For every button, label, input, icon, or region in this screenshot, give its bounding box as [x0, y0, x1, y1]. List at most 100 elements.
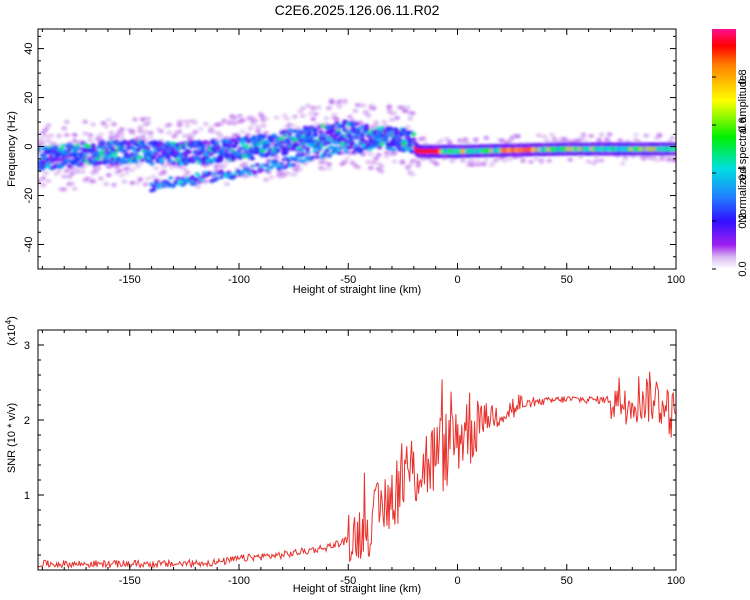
spectrogram-cell — [149, 161, 155, 166]
spectrogram-cell — [199, 178, 205, 182]
spectrogram-cell — [643, 133, 650, 138]
spectrogram-cell — [242, 161, 249, 167]
spectrogram-cell — [189, 134, 196, 139]
spectrogram-cell — [202, 121, 209, 127]
spectrogram-cell — [84, 144, 90, 149]
spectrogram-cell — [341, 159, 348, 165]
spectrogram-cell — [129, 152, 135, 157]
spectrogram-cell — [121, 179, 128, 184]
spectrogram-cell — [297, 167, 304, 172]
y-tick-label: 0 — [23, 143, 35, 149]
spectrogram-cell — [228, 154, 234, 159]
spectrogram-cell — [305, 150, 311, 155]
spectrogram-cell — [48, 133, 55, 138]
spectrogram-cell — [218, 169, 224, 173]
spectrogram-cell — [283, 165, 289, 169]
snr-ticks: -150 -100 -50 0 50 100 1 2 3 — [24, 330, 685, 587]
spectrogram-cell — [331, 112, 338, 117]
spectrogram-cell — [71, 138, 78, 143]
y-tick-label: 2 — [24, 415, 30, 427]
spectrogram-cell — [88, 159, 94, 164]
spectrogram-cell — [252, 171, 258, 176]
spectrogram-cell — [320, 160, 327, 165]
spectrogram-cell — [42, 127, 49, 132]
spectrogram-cell — [213, 164, 220, 169]
spectrogram-cell — [520, 157, 527, 163]
spectrogram-cell — [45, 138, 52, 143]
spectrogram-cell — [273, 155, 280, 161]
spectrogram-cell — [123, 154, 130, 159]
spectrogram-cell — [184, 119, 191, 124]
spectrogram-cell — [160, 169, 167, 174]
spectrogram-cell — [90, 143, 96, 148]
spectrogram-cell — [139, 116, 146, 122]
spectrogram-cell — [283, 150, 289, 155]
spectrogram-cell — [179, 141, 185, 146]
spectrogram-cell — [409, 149, 415, 154]
spectrogram-cell — [38, 136, 44, 141]
spectrogram-cell — [551, 136, 558, 141]
spectrogram-cell — [240, 169, 246, 174]
spectrogram-cell — [324, 148, 330, 153]
spectrogram-cell — [407, 162, 414, 168]
spectrogram-cell — [312, 122, 319, 127]
spectrogram-cell — [79, 169, 86, 174]
spectrogram-cell — [606, 132, 613, 137]
spectrogram-cell — [373, 122, 380, 128]
spectrogram-cell — [123, 160, 130, 164]
spectrogram-cell — [243, 144, 249, 148]
y-tick-label: -20 — [23, 188, 35, 204]
spectrogram-cell — [166, 130, 173, 135]
spectrogram-cell — [61, 187, 68, 192]
spectrogram-cell — [255, 163, 260, 167]
spectrogram-x-label: Height of straight line (km) — [293, 284, 421, 296]
spectrogram-cell — [221, 118, 228, 123]
spectrogram-cell — [330, 124, 336, 129]
spectrogram-cell — [274, 163, 279, 168]
spectrogram-cell — [175, 176, 181, 181]
spectrogram-cell — [306, 143, 312, 148]
spectrogram-cell — [45, 164, 51, 169]
spectrogram-cell — [310, 116, 317, 122]
spectrogram-cell — [145, 116, 152, 121]
spectrogram-cell — [306, 131, 312, 136]
spectrogram-cell — [375, 152, 382, 157]
spectrogram-cell — [224, 153, 230, 158]
spectrogram-cell — [150, 174, 157, 179]
x-tick-label: -150 — [119, 274, 141, 286]
spectrogram-cell — [42, 133, 49, 139]
spectrogram-cell — [125, 142, 132, 147]
spectrogram-cell — [527, 159, 534, 164]
spectrogram-cell — [386, 104, 393, 109]
spectrogram-cell — [415, 160, 422, 165]
spectrogram-cell — [598, 132, 605, 137]
spectrogram-cell — [94, 150, 100, 155]
spectrogram-cell — [168, 176, 174, 180]
spectrogram-cell — [184, 171, 191, 176]
spectrogram-cell — [95, 166, 102, 172]
spectrogram-cell — [370, 106, 377, 111]
spectrogram-cell — [330, 128, 336, 133]
spectrogram-cell — [139, 139, 145, 144]
spectrogram-cell — [142, 182, 149, 187]
spectrogram-cell — [151, 154, 157, 159]
spectrogram-cell — [268, 175, 275, 180]
spectrogram-cell — [298, 148, 305, 153]
spectrogram-cell — [104, 156, 110, 161]
spectrogram-panel: -150 -100 -50 0 50 100 40 20 0 -20 -40 Height of s… — [6, 28, 685, 296]
spectrogram-cell — [377, 138, 383, 143]
spectrogram-cell — [42, 170, 49, 176]
spectrogram-cell — [470, 158, 477, 163]
spectrogram-cell — [275, 148, 281, 153]
spectrogram-cell — [373, 129, 379, 134]
spectrogram-cell — [407, 116, 414, 121]
spectrogram-cell — [192, 156, 198, 161]
spectrogram-cell — [40, 130, 47, 135]
spectrogram-cell — [373, 156, 380, 161]
spectrogram-cell — [82, 153, 88, 158]
spectrogram-cell — [226, 143, 232, 148]
spectrogram-cell — [142, 130, 149, 135]
spectrogram-cell — [373, 133, 379, 138]
spectrogram-cell — [69, 171, 76, 176]
spectrogram-ticks: -150 -100 -50 0 50 100 40 20 0 -20 -40 — [23, 29, 685, 286]
